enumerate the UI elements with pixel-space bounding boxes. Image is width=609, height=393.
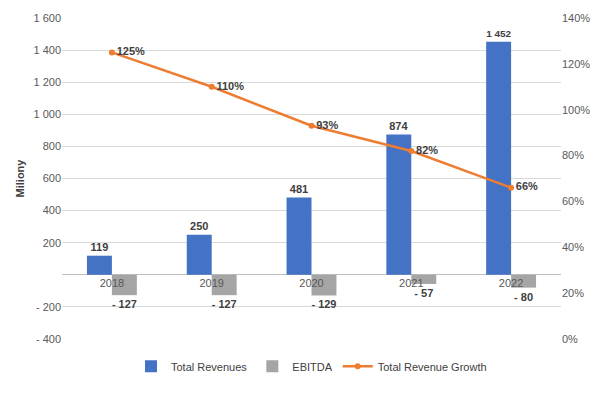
- svg-text:Miliony: Miliony: [14, 159, 26, 198]
- svg-text:481: 481: [290, 183, 308, 195]
- svg-text:- 200: - 200: [36, 301, 61, 313]
- svg-text:800: 800: [43, 140, 61, 152]
- svg-text:Total Revenue Growth: Total Revenue Growth: [378, 361, 487, 373]
- svg-text:110%: 110%: [216, 80, 244, 92]
- svg-text:1 200: 1 200: [33, 76, 61, 88]
- svg-text:120%: 120%: [562, 58, 590, 70]
- svg-text:80%: 80%: [562, 149, 584, 161]
- svg-text:60%: 60%: [562, 195, 584, 207]
- svg-text:2018: 2018: [100, 277, 124, 289]
- svg-text:- 80: - 80: [514, 291, 533, 303]
- svg-text:2022: 2022: [499, 277, 523, 289]
- svg-text:- 57: - 57: [414, 287, 433, 299]
- svg-text:400: 400: [43, 204, 61, 216]
- svg-text:1 600: 1 600: [33, 12, 61, 24]
- svg-text:600: 600: [43, 172, 61, 184]
- svg-text:200: 200: [43, 237, 61, 249]
- svg-text:2020: 2020: [299, 277, 323, 289]
- svg-text:250: 250: [190, 220, 208, 232]
- svg-text:1 400: 1 400: [33, 44, 61, 56]
- svg-text:20%: 20%: [562, 287, 584, 299]
- svg-text:125%: 125%: [117, 45, 145, 57]
- svg-text:2019: 2019: [199, 277, 223, 289]
- svg-text:- 400: - 400: [36, 333, 61, 345]
- svg-text:- 127: - 127: [112, 298, 137, 310]
- svg-text:93%: 93%: [316, 119, 338, 131]
- svg-text:Total Revenues: Total Revenues: [171, 361, 247, 373]
- svg-text:874: 874: [389, 120, 408, 132]
- svg-text:140%: 140%: [562, 12, 590, 24]
- svg-text:0%: 0%: [562, 333, 578, 345]
- svg-text:- 127: - 127: [212, 298, 237, 310]
- svg-text:66%: 66%: [516, 180, 538, 192]
- svg-text:2021: 2021: [399, 277, 423, 289]
- svg-text:119: 119: [91, 241, 109, 253]
- svg-text:82%: 82%: [416, 144, 438, 156]
- svg-text:1 000: 1 000: [33, 108, 61, 120]
- svg-text:100%: 100%: [562, 104, 590, 116]
- svg-text:- 129: - 129: [312, 298, 337, 310]
- svg-text:EBITDA: EBITDA: [292, 361, 332, 373]
- svg-text:40%: 40%: [562, 241, 584, 253]
- svg-text:1 452: 1 452: [486, 28, 511, 39]
